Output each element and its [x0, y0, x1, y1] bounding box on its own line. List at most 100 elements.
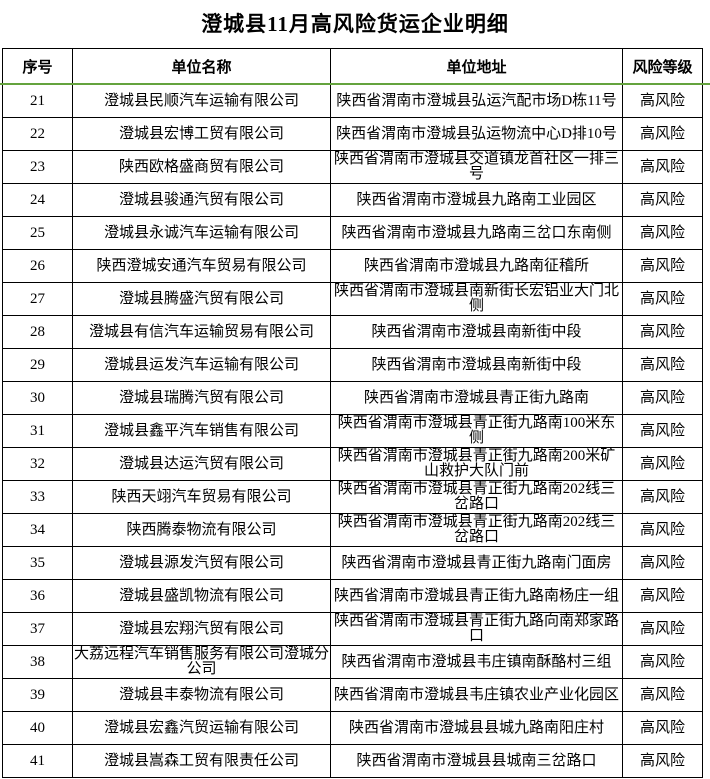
cell-addr[interactable]: 陕西省渭南市澄城县交道镇龙首社区一排三号	[330, 150, 623, 184]
cell-addr[interactable]: 陕西省渭南市澄城县南新街长宏铝业大门北侧	[330, 282, 623, 316]
cell-risk[interactable]: 高风险	[622, 744, 703, 778]
cell-addr[interactable]: 陕西省渭南市澄城县南新街中段	[330, 315, 623, 349]
header-cell-no: 序号	[2, 48, 73, 85]
cell-addr[interactable]: 陕西省渭南市澄城县韦庄镇南酥酪村三组	[330, 645, 623, 679]
table-row: 31 澄城县鑫平汽车销售有限公司 陕西省渭南市澄城县青正街九路南100米东侧 高风险	[2, 414, 703, 448]
cell-addr[interactable]: 陕西省渭南市澄城县青正街九路南门面房	[330, 546, 623, 580]
cell-no[interactable]: 26	[2, 249, 73, 283]
cell-no[interactable]: 40	[2, 711, 73, 745]
cell-addr[interactable]: 陕西省渭南市澄城县青正街九路南202线三岔路口	[330, 480, 623, 514]
cell-name[interactable]: 澄城县盛凯物流有限公司	[72, 579, 331, 613]
cell-risk[interactable]: 高风险	[622, 711, 703, 745]
cell-no[interactable]: 37	[2, 612, 73, 646]
cell-name[interactable]: 澄城县宏翔汽贸有限公司	[72, 612, 331, 646]
cell-no[interactable]: 21	[2, 84, 73, 118]
table-row: 34 陕西腾泰物流有限公司 陕西省渭南市澄城县青正街九路南202线三岔路口 高风险	[2, 513, 703, 547]
table-row: 41 澄城县嵩森工贸有限责任公司 陕西省渭南市澄城县县城南三岔路口 高风险	[2, 744, 703, 778]
cell-risk[interactable]: 高风险	[622, 249, 703, 283]
cell-risk[interactable]: 高风险	[622, 480, 703, 514]
cell-addr[interactable]: 陕西省渭南市澄城县县城九路南阳庄村	[330, 711, 623, 745]
cell-addr[interactable]: 陕西省渭南市澄城县青正街九路向南郑家路口	[330, 612, 623, 646]
cell-addr[interactable]: 陕西省渭南市澄城县青正街九路南	[330, 381, 623, 415]
cell-no[interactable]: 22	[2, 117, 73, 151]
table-row: 40 澄城县宏鑫汽贸运输有限公司 陕西省渭南市澄城县县城九路南阳庄村 高风险	[2, 711, 703, 745]
cell-risk[interactable]: 高风险	[622, 612, 703, 646]
table-row: 35 澄城县源发汽贸有限公司 陕西省渭南市澄城县青正街九路南门面房 高风险	[2, 546, 703, 580]
table-row: 30 澄城县瑞腾汽贸有限公司 陕西省渭南市澄城县青正街九路南 高风险	[2, 381, 703, 415]
table-row: 37 澄城县宏翔汽贸有限公司 陕西省渭南市澄城县青正街九路向南郑家路口 高风险	[2, 612, 703, 646]
cell-no[interactable]: 29	[2, 348, 73, 382]
cell-risk[interactable]: 高风险	[622, 414, 703, 448]
cell-name[interactable]: 澄城县丰泰物流有限公司	[72, 678, 331, 712]
cell-addr[interactable]: 陕西省渭南市澄城县青正街九路南100米东侧	[330, 414, 623, 448]
cell-no[interactable]: 36	[2, 579, 73, 613]
cell-no[interactable]: 25	[2, 216, 73, 250]
cell-name[interactable]: 陕西天翊汽车贸易有限公司	[72, 480, 331, 514]
cell-risk[interactable]: 高风险	[622, 183, 703, 217]
cell-name[interactable]: 澄城县鑫平汽车销售有限公司	[72, 414, 331, 448]
cell-name[interactable]: 澄城县宏鑫汽贸运输有限公司	[72, 711, 331, 745]
cell-no[interactable]: 23	[2, 150, 73, 184]
cell-risk[interactable]: 高风险	[622, 216, 703, 250]
cell-no[interactable]: 39	[2, 678, 73, 712]
cell-name[interactable]: 澄城县有信汽车运输贸易有限公司	[72, 315, 331, 349]
cell-name[interactable]: 澄城县瑞腾汽贸有限公司	[72, 381, 331, 415]
table-row: 26 陕西澄城安通汽车贸易有限公司 陕西省渭南市澄城县九路南征稽所 高风险	[2, 249, 703, 283]
cell-risk[interactable]: 高风险	[622, 447, 703, 481]
page-title: 澄城县11月高风险货运企业明细	[201, 12, 509, 36]
cell-no[interactable]: 31	[2, 414, 73, 448]
cell-addr[interactable]: 陕西省渭南市澄城县县城南三岔路口	[330, 744, 623, 778]
cell-name[interactable]: 陕西腾泰物流有限公司	[72, 513, 331, 547]
cell-name[interactable]: 澄城县运发汽车运输有限公司	[72, 348, 331, 382]
cell-no[interactable]: 30	[2, 381, 73, 415]
cell-name[interactable]: 大荔远程汽车销售服务有限公司澄城分公司	[72, 645, 331, 679]
cell-no[interactable]: 41	[2, 744, 73, 778]
cell-name[interactable]: 澄城县嵩森工贸有限责任公司	[72, 744, 331, 778]
cell-risk[interactable]: 高风险	[622, 678, 703, 712]
cell-addr[interactable]: 陕西省渭南市澄城县九路南征稽所	[330, 249, 623, 283]
cell-risk[interactable]: 高风险	[622, 84, 703, 118]
header-cell-name: 单位名称	[72, 48, 331, 85]
cell-no[interactable]: 38	[2, 645, 73, 679]
cell-name[interactable]: 澄城县永诚汽车运输有限公司	[72, 216, 331, 250]
cell-name[interactable]: 澄城县民顺汽车运输有限公司	[72, 84, 331, 118]
header-cell-risk: 风险等级	[622, 48, 703, 85]
cell-no[interactable]: 28	[2, 315, 73, 349]
cell-addr[interactable]: 陕西省渭南市澄城县南新街中段	[330, 348, 623, 382]
cell-name[interactable]: 澄城县腾盛汽贸有限公司	[72, 282, 331, 316]
table-row: 25 澄城县永诚汽车运输有限公司 陕西省渭南市澄城县九路南三岔口东南侧 高风险	[2, 216, 703, 250]
cell-addr[interactable]: 陕西省渭南市澄城县青正街九路南200米矿山救护大队门前	[330, 447, 623, 481]
cell-risk[interactable]: 高风险	[622, 315, 703, 349]
cell-name[interactable]: 陕西澄城安通汽车贸易有限公司	[72, 249, 331, 283]
cell-addr[interactable]: 陕西省渭南市澄城县韦庄镇农业产业化园区	[330, 678, 623, 712]
cell-name[interactable]: 澄城县源发汽贸有限公司	[72, 546, 331, 580]
table-row: 36 澄城县盛凯物流有限公司 陕西省渭南市澄城县青正街九路南杨庄一组 高风险	[2, 579, 703, 613]
cell-risk[interactable]: 高风险	[622, 645, 703, 679]
table-row: 22 澄城县宏博工贸有限公司 陕西省渭南市澄城县弘运物流中心D排10号 高风险	[2, 117, 703, 151]
cell-name[interactable]: 澄城县宏博工贸有限公司	[72, 117, 331, 151]
cell-no[interactable]: 27	[2, 282, 73, 316]
cell-risk[interactable]: 高风险	[622, 282, 703, 316]
cell-addr[interactable]: 陕西省渭南市澄城县九路南三岔口东南侧	[330, 216, 623, 250]
cell-risk[interactable]: 高风险	[622, 348, 703, 382]
table-row: 24 澄城县骏通汽贸有限公司 陕西省渭南市澄城县九路南工业园区 高风险	[2, 183, 703, 217]
cell-addr[interactable]: 陕西省渭南市澄城县青正街九路南202线三岔路口	[330, 513, 623, 547]
cell-name[interactable]: 澄城县达运汽贸有限公司	[72, 447, 331, 481]
cell-risk[interactable]: 高风险	[622, 579, 703, 613]
cell-addr[interactable]: 陕西省渭南市澄城县青正街九路南杨庄一组	[330, 579, 623, 613]
cell-addr[interactable]: 陕西省渭南市澄城县九路南工业园区	[330, 183, 623, 217]
cell-addr[interactable]: 陕西省渭南市澄城县弘运物流中心D排10号	[330, 117, 623, 151]
cell-name[interactable]: 陕西欧格盛商贸有限公司	[72, 150, 331, 184]
cell-risk[interactable]: 高风险	[622, 381, 703, 415]
cell-no[interactable]: 24	[2, 183, 73, 217]
cell-name[interactable]: 澄城县骏通汽贸有限公司	[72, 183, 331, 217]
cell-risk[interactable]: 高风险	[622, 117, 703, 151]
cell-risk[interactable]: 高风险	[622, 546, 703, 580]
cell-no[interactable]: 34	[2, 513, 73, 547]
cell-no[interactable]: 32	[2, 447, 73, 481]
cell-risk[interactable]: 高风险	[622, 150, 703, 184]
cell-risk[interactable]: 高风险	[622, 513, 703, 547]
cell-no[interactable]: 35	[2, 546, 73, 580]
cell-no[interactable]: 33	[2, 480, 73, 514]
cell-addr[interactable]: 陕西省渭南市澄城县弘运汽配市场D栋11号	[330, 84, 623, 118]
